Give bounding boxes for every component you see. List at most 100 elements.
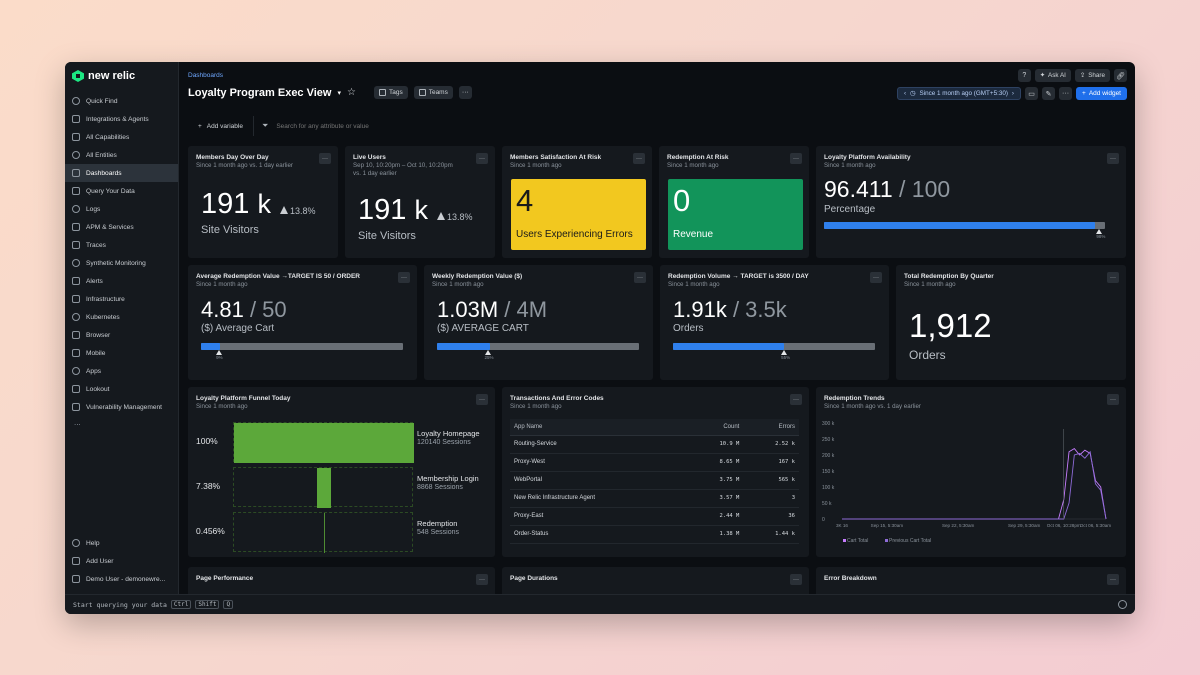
sidebar-item-all-entities[interactable]: All Entities — [65, 146, 178, 164]
add-widget-button[interactable]: + Add widget — [1076, 87, 1127, 100]
widget-menu-button[interactable]: ··· — [1107, 153, 1119, 164]
sidebar-item-all-capabilities[interactable]: All Capabilities — [65, 128, 178, 146]
widget-members-day-over-day[interactable]: Members Day Over Day Since 1 month ago v… — [188, 146, 338, 258]
sidebar-item-infrastructure[interactable]: Infrastructure — [65, 290, 178, 308]
widget-menu-button[interactable]: ··· — [790, 153, 802, 164]
funnel-bar[interactable] — [233, 512, 413, 553]
ask-ai-button[interactable]: ✦ Ask AI — [1034, 69, 1071, 82]
sidebar-item-alerts[interactable]: Alerts — [65, 272, 178, 290]
sidebar-item-browser[interactable]: Browser — [65, 326, 178, 344]
chevron-left-icon[interactable]: ‹ — [903, 90, 907, 97]
sidebar-item-lookout[interactable]: Lookout — [65, 380, 178, 398]
widget-menu-button[interactable]: ··· — [634, 272, 646, 283]
sidebar-item-apps[interactable]: Apps — [65, 362, 178, 380]
sidebar-item-demo-user-demonewre[interactable]: Demo User - demonewre... — [65, 570, 179, 588]
widget-menu-button[interactable]: ··· — [1107, 394, 1119, 405]
edit-pencil-icon[interactable]: ✎ — [1042, 87, 1056, 100]
title-chevron-icon[interactable]: ▾ — [337, 89, 341, 97]
widget-menu-button[interactable]: ··· — [476, 574, 488, 585]
billboard-label: Percentage — [824, 204, 876, 215]
billboard-label: Site Visitors — [358, 230, 416, 242]
widget-title: Loyalty Platform Availability — [824, 154, 911, 161]
widget-average-redemption[interactable]: Average Redemption Value →TARGET IS 50 /… — [188, 265, 417, 380]
funnel-bar[interactable] — [233, 467, 413, 508]
tv-mode-icon[interactable]: ▭ — [1025, 87, 1039, 100]
info-icon[interactable] — [1118, 600, 1127, 609]
column-header[interactable]: App Name — [510, 419, 688, 436]
table-row[interactable]: WebPortal 3.75 M 565 k — [510, 471, 799, 490]
link-icon[interactable]: 🔗︎ — [1114, 69, 1127, 82]
sidebar-more[interactable]: ... — [74, 418, 81, 427]
sidebar-item-integrations-agents[interactable]: Integrations & Agents — [65, 110, 178, 128]
widget-redemption-volume[interactable]: Redemption Volume → TARGET is 3500 / DAY… — [660, 265, 889, 380]
widget-total-redemption-by-quarter[interactable]: Total Redemption By Quarter Since 1 mont… — [896, 265, 1126, 380]
teams-button[interactable]: Teams — [413, 86, 453, 99]
widget-menu-button[interactable]: ··· — [476, 153, 488, 164]
widget-redemption-trends[interactable]: Redemption Trends Since 1 month ago vs. … — [816, 387, 1126, 557]
time-picker[interactable]: ‹ ◷ Since 1 month ago (GMT+5:30) › — [896, 87, 1022, 100]
sidebar: new relic Quick Find Integrations & Agent… — [65, 62, 179, 594]
sidebar-item-label: Synthetic Monitoring — [86, 259, 146, 267]
table-row[interactable]: Order-Status 1.38 M 1.44 k — [510, 525, 799, 544]
widget-menu-button[interactable]: ··· — [1107, 574, 1119, 585]
table-cell: 3.75 M — [687, 471, 744, 490]
sidebar-item-add-user[interactable]: Add User — [65, 552, 179, 570]
breadcrumb[interactable]: Dashboards — [188, 72, 224, 79]
sidebar-item-kubernetes[interactable]: Kubernetes — [65, 308, 178, 326]
widget-weekly-redemption[interactable]: Weekly Redemption Value ($) Since 1 mont… — [424, 265, 653, 380]
sidebar-item-mobile[interactable]: Mobile — [65, 344, 178, 362]
apm-icon — [72, 223, 80, 231]
sidebar-item-traces[interactable]: Traces — [65, 236, 178, 254]
sidebar-item-synthetic-monitoring[interactable]: Synthetic Monitoring — [65, 254, 178, 272]
sidebar-item-dashboards[interactable]: Dashboards — [65, 164, 178, 182]
tags-button[interactable]: Tags — [373, 86, 408, 99]
share-button[interactable]: ⇪ Share — [1074, 69, 1110, 82]
more-actions-button[interactable]: ··· — [1059, 87, 1073, 100]
widget-menu-button[interactable]: ··· — [476, 394, 488, 405]
sidebar-item-logs[interactable]: Logs — [65, 200, 178, 218]
table-row[interactable]: Proxy-West 8.65 M 167 k — [510, 453, 799, 472]
sidebar-item-query-your-data[interactable]: Query Your Data — [65, 182, 178, 200]
widget-menu-button[interactable]: ··· — [633, 153, 645, 164]
favorite-star-icon[interactable]: ☆ — [347, 87, 356, 98]
sidebar-item-help[interactable]: Help — [65, 534, 179, 552]
billboard-label: ($) Average Cart — [201, 323, 275, 334]
shortcut-key: Ctrl — [170, 600, 192, 609]
y-tick-label: 100 k — [822, 485, 835, 491]
sidebar-item-apm-services[interactable]: APM & Services — [65, 218, 178, 236]
widget-menu-button[interactable]: ··· — [790, 394, 802, 405]
funnel-bar[interactable] — [233, 422, 414, 463]
widget-platform-funnel[interactable]: Loyalty Platform Funnel Today Since 1 mo… — [188, 387, 495, 557]
page-title[interactable]: Loyalty Program Exec View — [188, 86, 332, 99]
widget-menu-button[interactable]: ··· — [398, 272, 410, 283]
widget-members-satisfaction-at-risk[interactable]: Members Satisfaction At Risk Since 1 mon… — [502, 146, 652, 258]
column-header[interactable]: Errors — [743, 419, 799, 436]
sidebar-item-quick-find[interactable]: Quick Find — [65, 92, 178, 110]
funnel-step-name: Membership Login — [417, 474, 479, 483]
shortcut-key: Shift — [195, 600, 220, 609]
query-hint[interactable]: Start querying your data — [73, 600, 167, 609]
sidebar-item-vulnerability-management[interactable]: Vulnerability Management — [65, 398, 178, 416]
widget-redemption-at-risk[interactable]: Redemption At Risk Since 1 month ago ···… — [659, 146, 809, 258]
widget-menu-button[interactable]: ··· — [1107, 272, 1119, 283]
marker-label: 98% — [1096, 234, 1106, 239]
table-row[interactable]: Routing-Service 10.9 M 2.52 k — [510, 435, 799, 454]
title-more-button[interactable]: ··· — [458, 86, 472, 99]
widget-menu-button[interactable]: ··· — [319, 153, 331, 164]
table-row[interactable]: Proxy-East 2.44 M 36 — [510, 507, 799, 526]
filter-icon[interactable]: ⏷ — [261, 121, 269, 130]
filter-search-input[interactable] — [276, 116, 1126, 136]
tile-value: 0 — [673, 183, 691, 218]
widget-live-users[interactable]: Live Users Sep 10, 10:20pm – Oct 10, 10:… — [345, 146, 495, 258]
column-header[interactable]: Count — [687, 419, 744, 436]
help-circle-icon[interactable]: ? — [1017, 69, 1031, 82]
widget-transactions-error-codes[interactable]: Transactions And Error Codes Since 1 mon… — [502, 387, 809, 557]
add-variable-button[interactable]: + Add variable — [188, 116, 254, 136]
chevron-right-icon[interactable]: › — [1011, 90, 1015, 97]
logo[interactable]: new relic — [65, 62, 178, 92]
widget-menu-button[interactable]: ··· — [870, 272, 882, 283]
widget-menu-button[interactable]: ··· — [790, 574, 802, 585]
widget-platform-availability[interactable]: Loyalty Platform Availability Since 1 mo… — [816, 146, 1126, 258]
sidebar-bottom: Help Add User Demo User - demonewre... — [65, 534, 179, 588]
